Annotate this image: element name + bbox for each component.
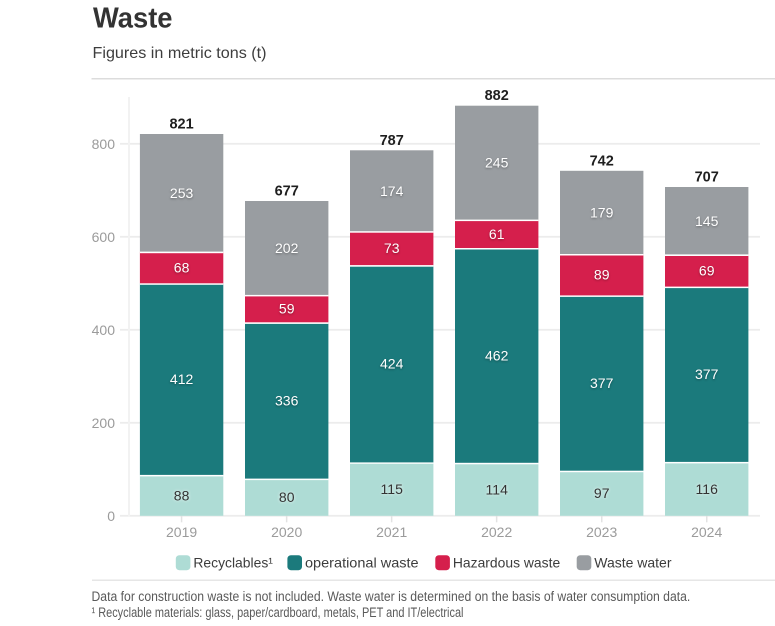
svg-text:707: 707 [695, 170, 719, 186]
svg-text:Hazardous waste: Hazardous waste [453, 555, 561, 571]
svg-text:677: 677 [275, 184, 299, 200]
svg-text:787: 787 [380, 133, 404, 149]
svg-text:operational waste: operational waste [305, 555, 419, 571]
svg-text:145: 145 [695, 213, 719, 229]
svg-text:377: 377 [590, 375, 614, 391]
svg-text:400: 400 [92, 322, 116, 338]
svg-text:97: 97 [594, 485, 610, 501]
svg-text:89: 89 [594, 267, 610, 283]
svg-text:61: 61 [489, 226, 505, 242]
svg-text:174: 174 [380, 183, 404, 199]
svg-text:336: 336 [275, 393, 299, 409]
svg-text:88: 88 [174, 487, 190, 503]
svg-text:202: 202 [275, 240, 299, 256]
svg-text:116: 116 [696, 481, 719, 497]
svg-text:Figures in metric tons (t): Figures in metric tons (t) [93, 45, 267, 62]
svg-text:¹ Recyclable materials: glass,: ¹ Recyclable materials: glass, paper/car… [92, 605, 464, 620]
svg-text:2020: 2020 [271, 524, 302, 540]
svg-text:200: 200 [92, 415, 116, 431]
svg-text:462: 462 [485, 347, 509, 363]
svg-text:2021: 2021 [376, 524, 407, 540]
svg-text:Recyclables¹: Recyclables¹ [193, 555, 273, 571]
svg-text:0: 0 [107, 508, 115, 524]
svg-text:Waste: Waste [93, 3, 173, 35]
svg-text:600: 600 [92, 229, 116, 245]
svg-text:2023: 2023 [586, 524, 617, 540]
svg-text:80: 80 [279, 489, 295, 505]
svg-text:245: 245 [485, 155, 509, 171]
svg-text:59: 59 [279, 301, 295, 317]
svg-text:821: 821 [169, 117, 193, 133]
svg-text:2019: 2019 [166, 524, 197, 540]
svg-text:Data for construction waste is: Data for construction waste is not inclu… [92, 589, 691, 604]
svg-text:Waste water: Waste water [594, 555, 672, 571]
svg-text:800: 800 [92, 136, 116, 152]
svg-text:73: 73 [384, 240, 400, 256]
svg-text:2024: 2024 [691, 524, 722, 540]
svg-text:69: 69 [699, 263, 715, 279]
svg-text:742: 742 [590, 153, 614, 169]
svg-text:114: 114 [486, 481, 509, 497]
svg-text:412: 412 [170, 371, 194, 387]
svg-text:424: 424 [380, 356, 404, 372]
svg-text:253: 253 [170, 185, 194, 201]
svg-text:882: 882 [485, 88, 509, 104]
svg-text:68: 68 [174, 260, 190, 276]
svg-text:115: 115 [381, 481, 404, 497]
svg-text:2022: 2022 [481, 524, 512, 540]
svg-text:179: 179 [590, 204, 614, 220]
svg-text:377: 377 [695, 366, 719, 382]
